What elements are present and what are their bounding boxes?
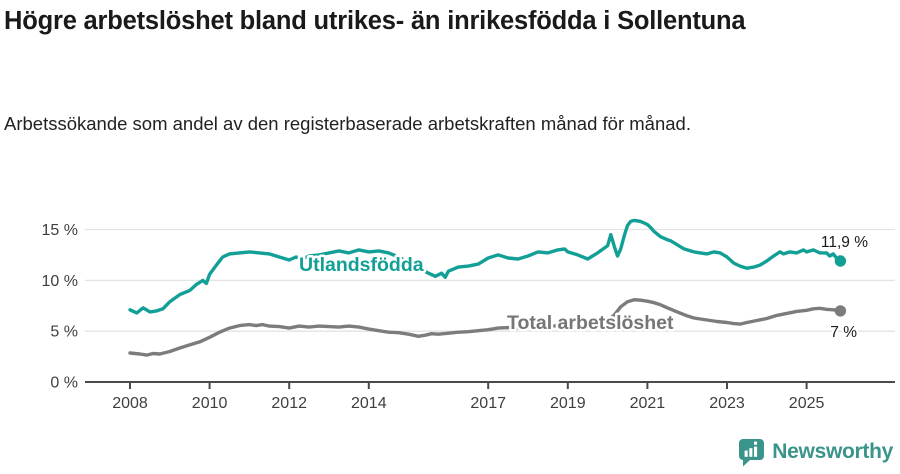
brand-name: Newsworthy bbox=[772, 440, 893, 463]
series-end-dot bbox=[834, 305, 847, 317]
x-tick-label: 2023 bbox=[709, 395, 745, 412]
newsworthy-logo-icon bbox=[739, 439, 765, 467]
x-tick-label: 2014 bbox=[351, 395, 387, 412]
y-tick-label: 10 % bbox=[42, 273, 78, 290]
series-end-value: 11,9 % bbox=[821, 234, 868, 251]
chart-title: Högre arbetslöshet bland utrikes- än inr… bbox=[4, 7, 746, 35]
series-label: Utlandsfödda bbox=[299, 254, 424, 276]
y-tick-label: 15 % bbox=[42, 222, 78, 239]
chart-subtitle: Arbetssökande som andel av den registerb… bbox=[4, 113, 691, 134]
series-end-dot bbox=[834, 255, 847, 267]
series-line bbox=[128, 298, 843, 357]
series-line bbox=[128, 218, 843, 315]
brand-footer: Newsworthy bbox=[736, 437, 893, 467]
x-tick-label: 2008 bbox=[112, 395, 148, 412]
x-tick-label: 2012 bbox=[271, 395, 307, 412]
x-tick-label: 2019 bbox=[550, 395, 586, 412]
x-tick-label: 2010 bbox=[192, 395, 228, 412]
series-end-value: 7 % bbox=[830, 324, 857, 341]
x-tick-label: 2021 bbox=[630, 395, 666, 412]
y-tick-label: 0 % bbox=[50, 375, 78, 392]
y-tick-label: 5 % bbox=[50, 324, 78, 341]
x-tick-label: 2017 bbox=[470, 395, 506, 412]
series-label: Total arbetslöshet bbox=[507, 312, 674, 334]
x-tick-label: 2025 bbox=[789, 395, 825, 412]
